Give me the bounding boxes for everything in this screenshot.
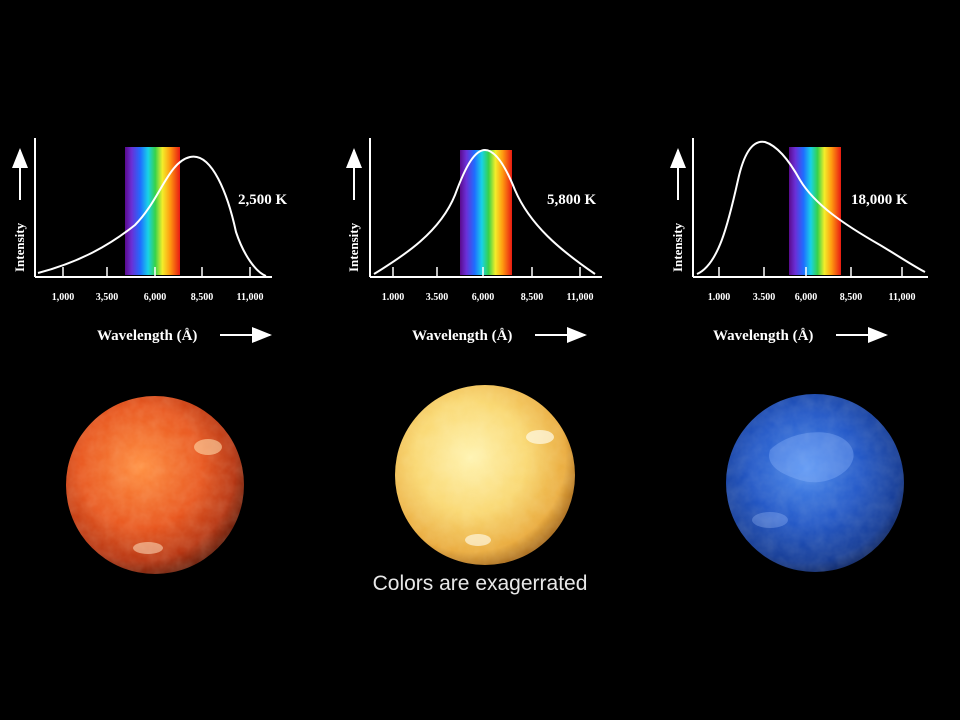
- sun-like-star-image: [395, 385, 575, 565]
- tick-label: 8,500: [840, 292, 863, 303]
- intensity-curve: [37, 155, 267, 277]
- x-ticks: [392, 267, 581, 277]
- tick-label: 6,000: [144, 292, 167, 303]
- tick-labels: 1.000 3.500 6,000 8,500 11,000: [708, 292, 916, 303]
- hot-star-image: [726, 394, 904, 572]
- tick-label: 1,000: [52, 292, 75, 303]
- x-axis-label: Wavelength (Å): [412, 328, 512, 344]
- tick-label: 6,000: [472, 292, 495, 303]
- x-axis-label: Wavelength (Å): [713, 328, 813, 344]
- temperature-label: 2,500 K: [238, 192, 288, 208]
- x-ticks: [62, 267, 251, 277]
- y-axis-label: Intensity: [670, 222, 685, 272]
- spectrum-panel-3: Intensity 18,000 K 1.000 3.500 6,000 8,5…: [670, 138, 928, 344]
- x-ticks: [718, 267, 903, 277]
- tick-label: 11,000: [567, 292, 594, 303]
- tick-label: 6,000: [795, 292, 818, 303]
- tick-label: 11,000: [889, 292, 916, 303]
- intensity-curve: [373, 148, 596, 275]
- tick-label: 3,500: [96, 292, 119, 303]
- y-axis-label: Intensity: [346, 222, 361, 272]
- visible-spectrum-band: [125, 147, 180, 275]
- spectrum-panel-2: Intensity 5,800 K 1.000 3.500 6,000 8,50…: [346, 138, 602, 344]
- tick-label: 11,000: [237, 292, 264, 303]
- y-axis-label: Intensity: [12, 222, 27, 272]
- tick-label: 8,500: [191, 292, 214, 303]
- temperature-label: 5,800 K: [547, 192, 597, 208]
- tick-label: 3.500: [426, 292, 449, 303]
- tick-label: 8,500: [521, 292, 544, 303]
- tick-label: 3.500: [753, 292, 776, 303]
- tick-labels: 1,000 3,500 6,000 8,500 11,000: [52, 292, 264, 303]
- cool-star-image: [66, 396, 244, 574]
- visible-spectrum-band: [460, 150, 512, 275]
- caption-text: Colors are exagerrated: [372, 572, 588, 595]
- temperature-label: 18,000 K: [851, 192, 908, 208]
- tick-label: 1.000: [708, 292, 731, 303]
- x-axis-label: Wavelength (Å): [97, 328, 197, 344]
- tick-labels: 1.000 3.500 6,000 8,500 11,000: [382, 292, 594, 303]
- tick-label: 1.000: [382, 292, 405, 303]
- intensity-curve: [696, 140, 926, 275]
- visible-spectrum-band: [789, 147, 841, 275]
- spectrum-panel-1: Intensity 2,500 K 1,000 3,500 6,000 8,50…: [11, 138, 288, 344]
